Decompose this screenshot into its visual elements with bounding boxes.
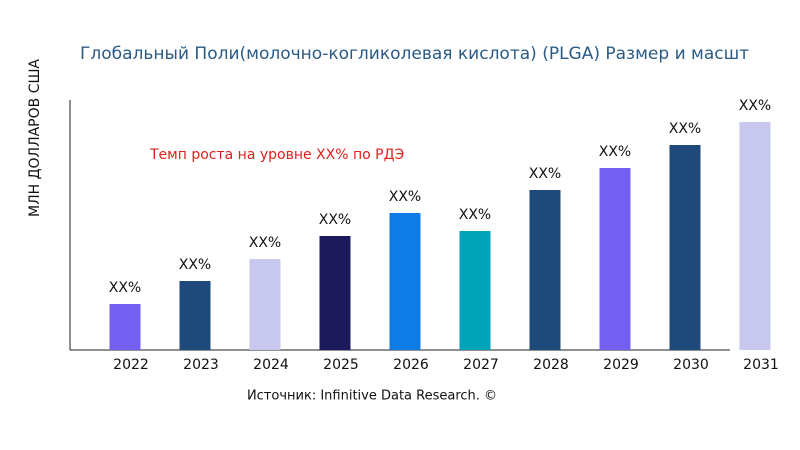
value-label: XX% bbox=[669, 121, 701, 137]
bar bbox=[249, 259, 281, 350]
bar bbox=[179, 281, 211, 350]
x-tick-label: 2028 bbox=[533, 357, 569, 373]
value-label: XX% bbox=[459, 207, 491, 223]
bar bbox=[459, 231, 491, 350]
value-label: XX% bbox=[249, 235, 281, 251]
source: Источник: Infinitive Data Research. © bbox=[247, 389, 497, 404]
x-tick-label: 2031 bbox=[743, 357, 779, 373]
x-tick-label: 2022 bbox=[113, 357, 149, 373]
bar bbox=[599, 168, 631, 350]
value-label: XX% bbox=[109, 280, 141, 296]
value-label: XX% bbox=[529, 166, 561, 182]
x-tick-label: 2026 bbox=[393, 357, 429, 373]
value-label: XX% bbox=[599, 144, 631, 160]
bar bbox=[739, 122, 771, 350]
y-axis-label: МЛН ДОЛЛАРОВ США bbox=[27, 59, 43, 217]
x-tick-label: 2024 bbox=[253, 357, 289, 373]
bar bbox=[389, 213, 421, 350]
annotation: Темп роста на уровне XX% по РДЭ bbox=[149, 147, 404, 163]
bar bbox=[529, 190, 561, 350]
value-label: XX% bbox=[389, 189, 421, 205]
bar bbox=[669, 145, 701, 350]
bar bbox=[319, 236, 351, 350]
value-label: XX% bbox=[739, 98, 771, 114]
x-tick-label: 2027 bbox=[463, 357, 499, 373]
x-tick-label: 2030 bbox=[673, 357, 709, 373]
bar bbox=[109, 304, 141, 350]
x-tick-label: 2029 bbox=[603, 357, 639, 373]
chart-title: Глобальный Поли(молочно-когликолевая кис… bbox=[80, 44, 749, 64]
value-label: XX% bbox=[179, 257, 211, 273]
x-tick-label: 2025 bbox=[323, 357, 359, 373]
value-label: XX% bbox=[319, 212, 351, 228]
x-tick-label: 2023 bbox=[183, 357, 219, 373]
